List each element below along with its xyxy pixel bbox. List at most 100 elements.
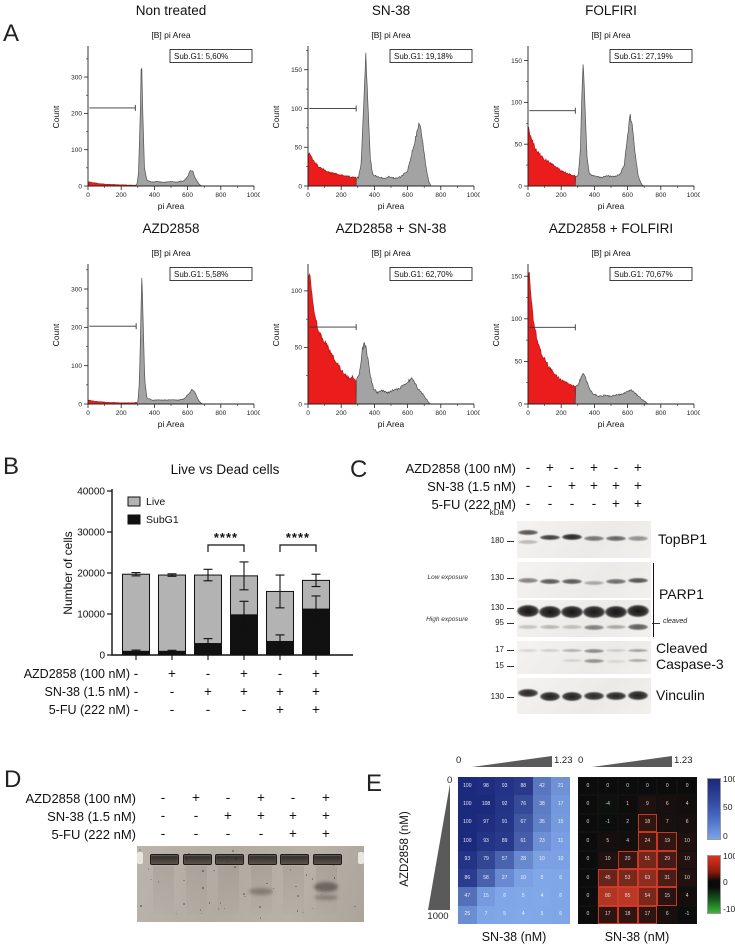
treatment-sign: -: [525, 478, 531, 493]
blot-band: [562, 534, 582, 541]
blot-2: [517, 600, 651, 637]
treatment-row-label: AZD2858 (100 nM): [25, 791, 136, 806]
bar-chart: 0 10000 20000 30000 40000 Number of cells Live…: [61, 486, 353, 661]
axes: [87, 264, 254, 405]
blot-label-caspase3: Caspase-3: [656, 656, 724, 672]
heatmap-cell: 42: [532, 777, 552, 796]
heatmap-cell: 1: [617, 795, 638, 814]
azd-axis-bottom: 1000: [427, 911, 449, 922]
gel-speckle: [244, 895, 246, 898]
gel-speckle: [354, 905, 356, 908]
axes: [307, 46, 474, 187]
treatment-row-label: AZD2858 (100 nM): [405, 461, 516, 476]
heatmap-cell: 93: [458, 850, 477, 869]
treatment-sign: -: [193, 808, 199, 823]
piarea-axis-label: pi Area: [158, 419, 185, 429]
gel-lane-smear: [283, 866, 304, 914]
treatment-sign: +: [590, 460, 598, 475]
heatmap-cell: 0: [578, 905, 598, 924]
gel-speckle: [202, 870, 204, 872]
heatmap-cell: 5: [532, 868, 552, 888]
x-tick-label: 600: [402, 192, 413, 199]
treatment-sign: +: [312, 684, 320, 699]
gel-notch-right: [358, 852, 364, 864]
y-tick-label: 0: [518, 183, 522, 190]
treatment-sign: -: [133, 702, 139, 717]
cb-blue-tick-0: 0: [723, 831, 728, 841]
blot-label-vinculin: Vinculin: [656, 687, 705, 703]
azd-axis-top: 0: [447, 775, 453, 786]
x-tick-label: 1000: [467, 410, 480, 417]
exposure-label: Low exposure: [427, 573, 468, 581]
exposure-label: High exposure: [426, 615, 468, 623]
gel-well: [183, 854, 212, 865]
right-gradient-end: 1.23: [674, 755, 693, 766]
blot-label-cleaved: Cleaved: [656, 640, 708, 656]
treatment-row-label: 5-FU (222 nM): [431, 497, 516, 512]
gel-well: [280, 854, 309, 865]
treatment-sign: +: [289, 826, 297, 841]
blot-band: [518, 648, 538, 652]
treatment-sign: -: [160, 826, 166, 841]
treatment-sign: +: [322, 808, 330, 823]
histogram-region: [355, 341, 431, 405]
gel-speckle: [183, 868, 186, 871]
gel-speckle: [320, 893, 323, 896]
y-tick-label: 150: [511, 58, 522, 65]
gel-image: [137, 846, 364, 922]
heatmap-cell: 79: [476, 850, 496, 869]
x-tick-label: 400: [369, 192, 380, 199]
x-tick-label: 600: [622, 410, 633, 417]
kda-marker-dash: [507, 666, 514, 668]
blot-band: [562, 649, 582, 653]
heatmap-cell: 6: [657, 795, 678, 814]
piarea-axis-label: pi Area: [598, 419, 625, 429]
heatmap-cell: 17: [597, 905, 618, 924]
sn38-gradient-wedge-left: [472, 756, 552, 767]
treatment-sign: -: [160, 790, 166, 805]
y-tick-label: 300: [71, 74, 82, 81]
heatmap-cell: 91: [495, 813, 514, 833]
significance-stars: ****: [286, 530, 310, 545]
gel-speckle: [235, 858, 237, 860]
blot-band: [606, 692, 626, 700]
piarea-axis-label: pi Area: [378, 201, 405, 211]
subg1-annotation-box: [609, 49, 693, 63]
heatmap-cell: 15: [657, 887, 678, 906]
y-tick-label: 50: [295, 145, 303, 152]
subg1-region: [87, 181, 136, 187]
gel-speckle: [202, 887, 204, 889]
y-tick-label: 0: [78, 183, 82, 190]
heatmap-cell: 21: [551, 777, 570, 796]
gel-speckle: [223, 907, 226, 910]
kda-marker-dash: [507, 608, 514, 610]
treatment-row-label: 5-FU (222 nM): [48, 703, 130, 717]
blot-band: [539, 605, 561, 618]
heatmap-synergy: 0 0 0 0 0 0 0 -4 1 9 6 4 0 -1 2 18 7 6 0 5 4 24 19 10 0 10 20 51 29 1…: [578, 777, 697, 924]
bar-chart-title: Live vs Dead cells: [170, 462, 280, 477]
heatmap-cell: 4: [677, 887, 697, 906]
heatmap-cell: 6: [495, 887, 514, 906]
heatmap-cell: 25: [458, 905, 477, 924]
legend-label-live: Live: [146, 496, 165, 508]
heatmap-cell: 0: [578, 795, 598, 814]
treatment-sign: +: [568, 478, 576, 493]
heatmap-cell: 31: [657, 868, 678, 888]
bar-y-tick-label: 30000: [77, 527, 105, 538]
cb-rg-tick-0: 0: [723, 877, 728, 887]
flow-histogram-azd-folfiri: 0 50 100 150 0 200 400 600 800 1000 [B] pi Area Sub…: [491, 248, 700, 429]
y-tick-label: 100: [71, 147, 82, 154]
heatmap-cell: 108: [476, 795, 496, 814]
gel-speckle: [289, 869, 292, 871]
blot-band: [628, 578, 648, 584]
treatment-sign: +: [322, 790, 330, 805]
treatment-sign: -: [225, 826, 231, 841]
gel-speckle: [257, 860, 260, 863]
treatment-sign: +: [612, 496, 620, 511]
flow-title-azd-folfiri: AZD2858 + FOLFIRI: [548, 221, 674, 236]
x-tick-label: 800: [215, 192, 226, 199]
treatment-sign: -: [290, 790, 296, 805]
gel-speckle: [295, 885, 297, 888]
blot-band: [584, 536, 604, 542]
subg1-annotation: Sub.G1: 5,60%: [174, 52, 228, 61]
